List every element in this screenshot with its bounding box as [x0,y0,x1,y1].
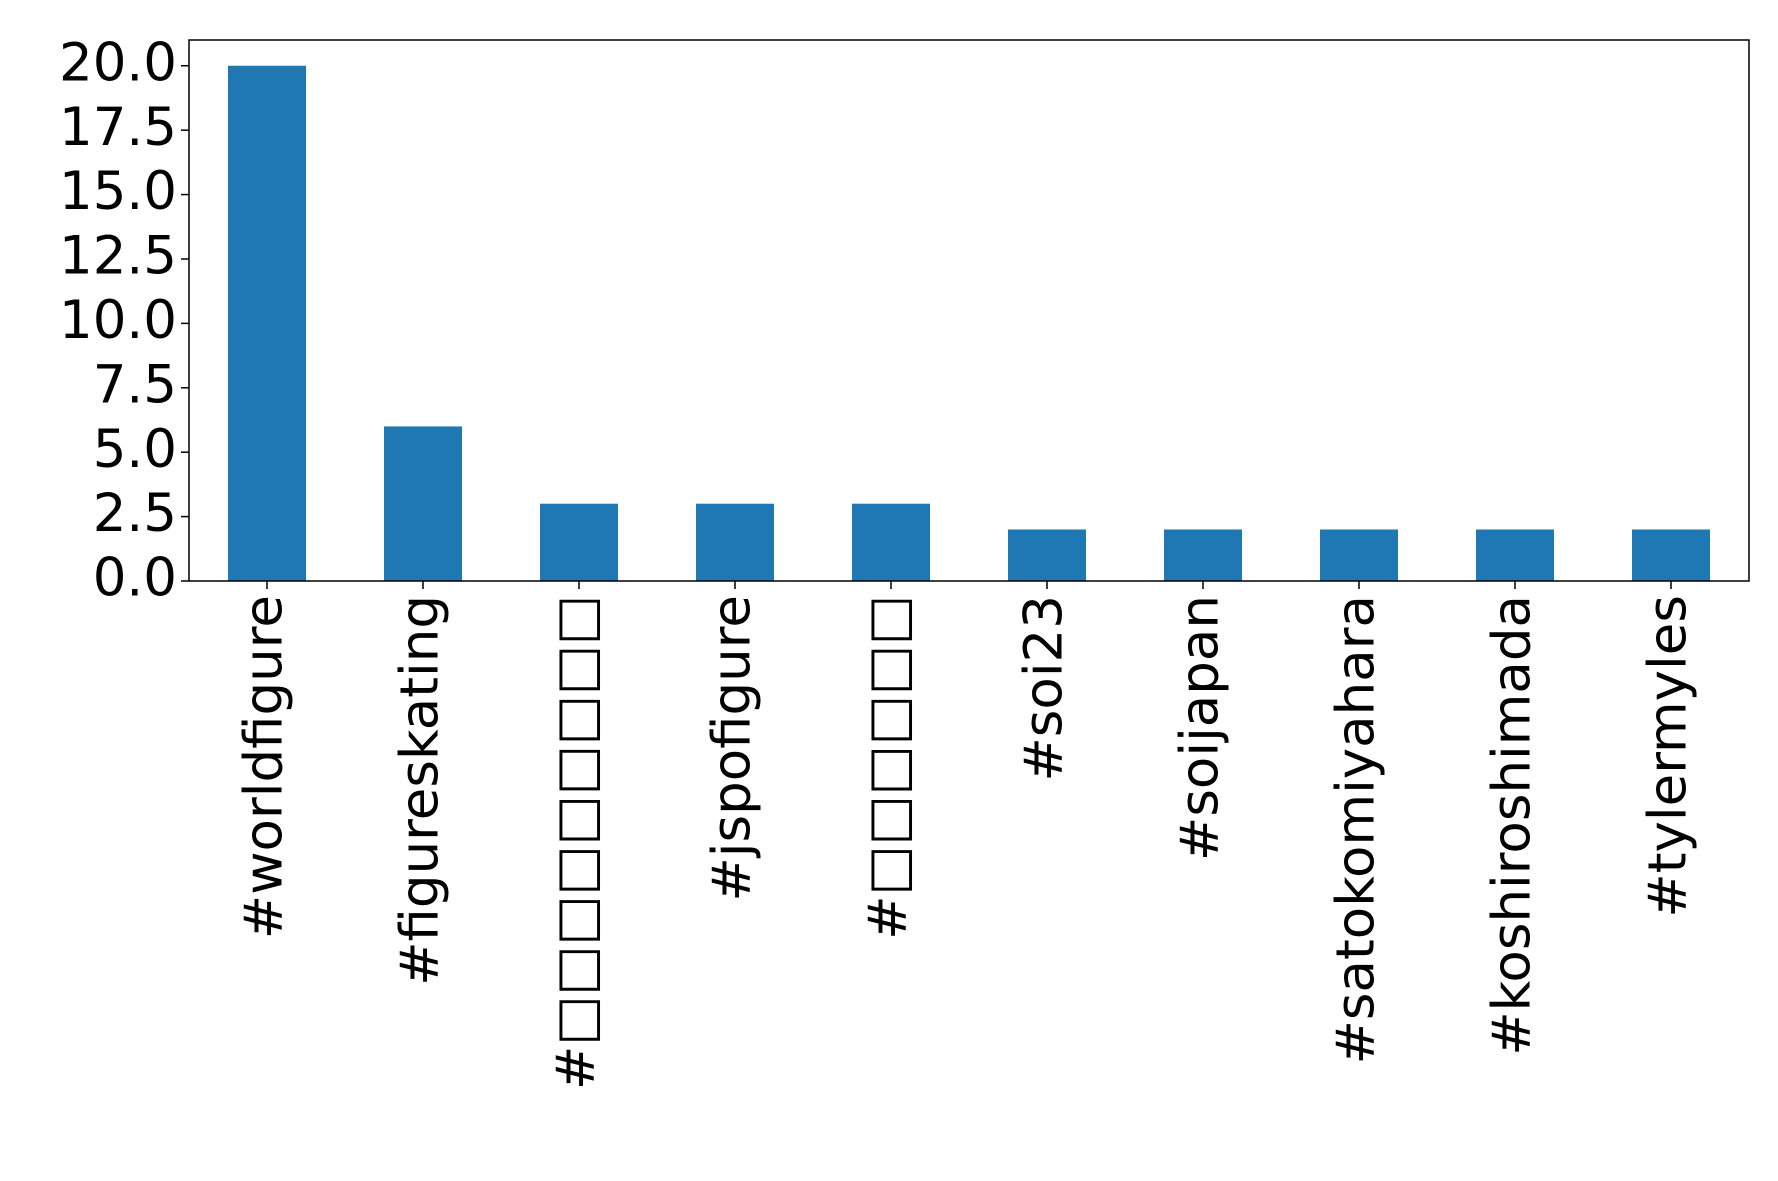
y-tick-label: 5.0 [93,419,177,480]
bar [1164,529,1242,581]
x-tick-label: #jspofigure [702,595,763,902]
bar [696,503,774,581]
bar [1632,529,1710,581]
y-tick-label: 2.5 [93,483,177,544]
bar [1008,529,1086,581]
x-tick-label: #satokomiyahara [1326,595,1387,1064]
y-tick-label: 12.5 [59,226,177,287]
x-tick-label: #soi23 [1014,595,1075,782]
bar [852,503,930,581]
y-tick-label: 15.0 [59,161,177,222]
x-tick-label: #tylermyles [1638,595,1699,918]
x-tick-label: #figureskating [390,595,451,986]
bar [384,426,462,581]
bar [228,65,306,581]
plot-frame [188,39,1750,582]
x-tick-label: #□□□□□□□□□ [546,595,607,1090]
x-tick-label: #□□□□□□ [858,595,919,940]
y-tick-label: 17.5 [59,97,177,158]
bar [540,503,618,581]
x-tick-label: #worldfigure [234,595,295,939]
bar [1476,529,1554,581]
x-tick-label: #koshiroshimada [1482,595,1543,1056]
y-tick-label: 7.5 [93,354,177,415]
bar [1320,529,1398,581]
y-tick-label: 20.0 [59,32,177,93]
x-tick-label: #soijapan [1170,595,1231,861]
y-tick-label: 10.0 [59,290,177,351]
y-tick-label: 0.0 [93,548,177,609]
